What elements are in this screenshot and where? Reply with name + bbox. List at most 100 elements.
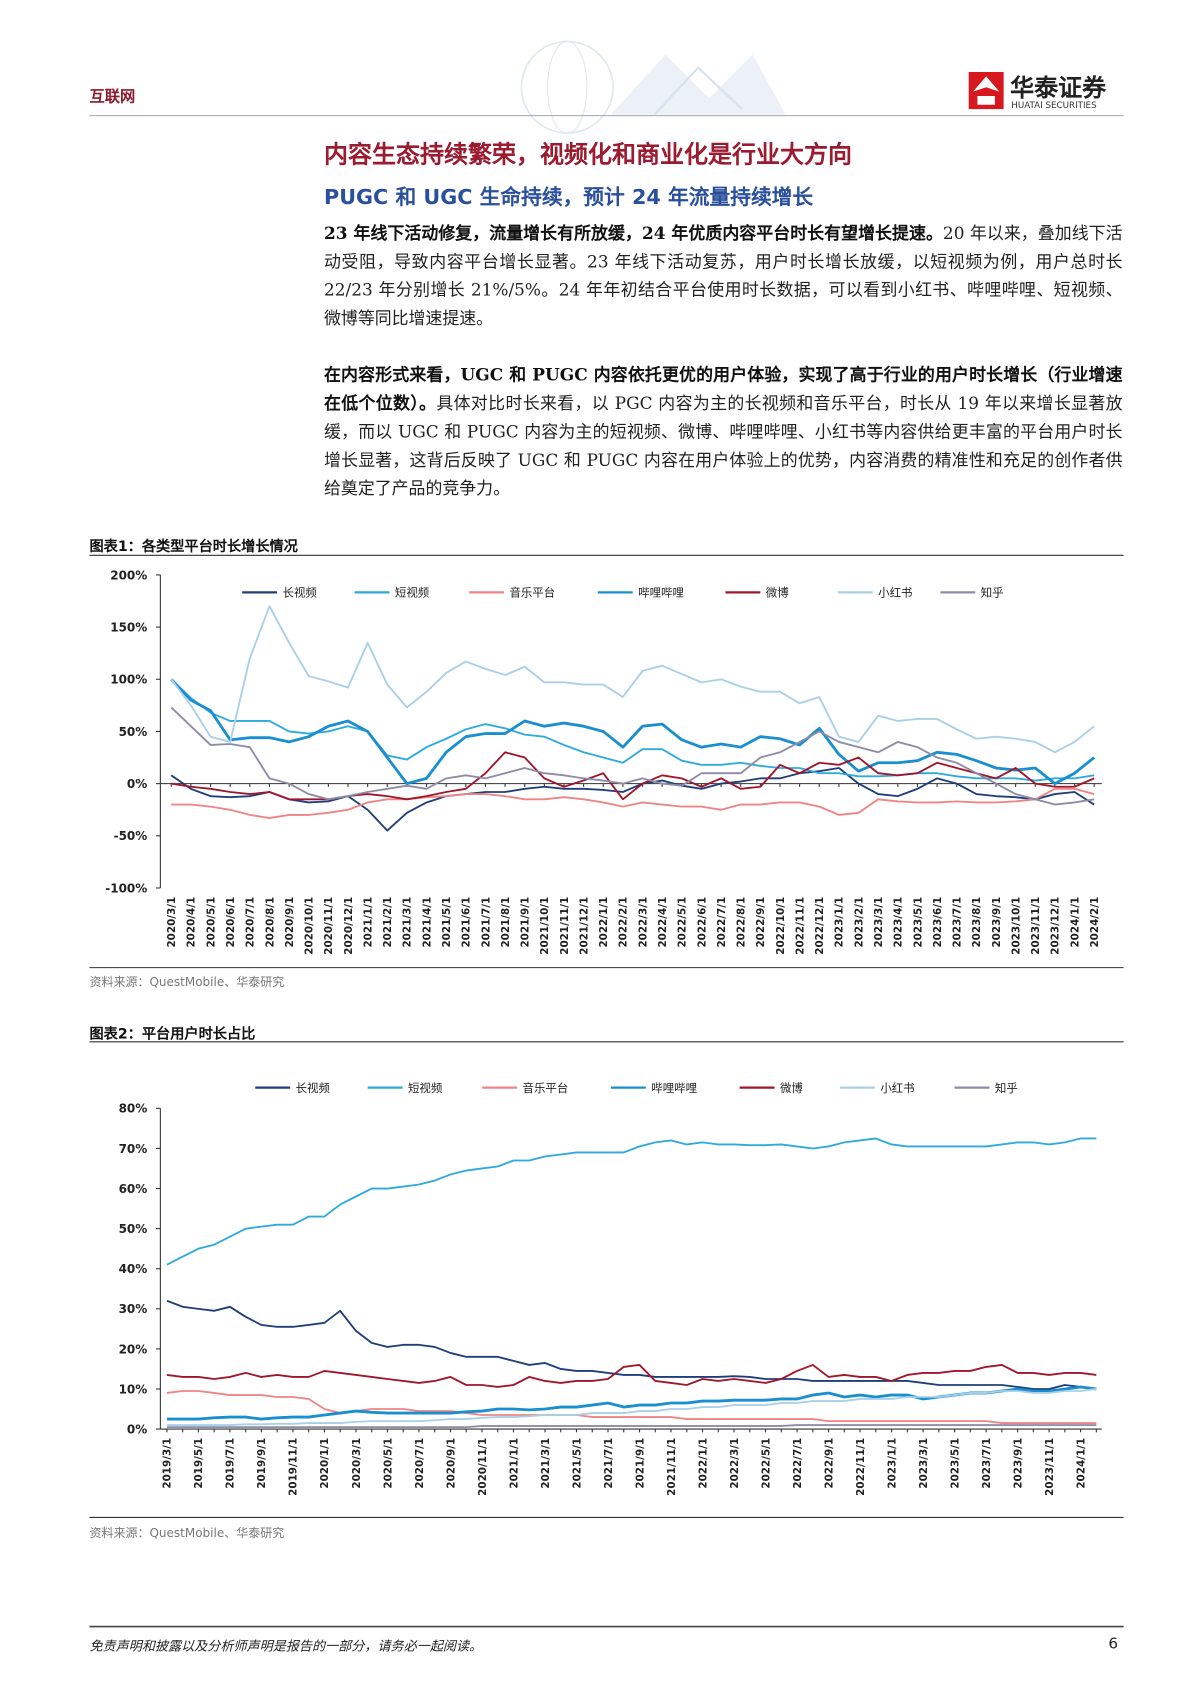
x-tick-label: 2021/1/1 (362, 897, 374, 948)
x-tick-label: 2021/5/1 (571, 1438, 583, 1489)
legend-label: 短视频 (395, 586, 430, 600)
series-line (166, 1424, 1097, 1429)
x-tick-label: 2022/5/1 (760, 1438, 772, 1489)
series-line (166, 1299, 1097, 1390)
series-line (166, 1385, 1097, 1421)
x-tick-label: 2021/10/1 (539, 897, 551, 955)
x-tick-label: 2021/9/1 (634, 1438, 646, 1489)
legend-label: 小红书 (878, 586, 912, 600)
legend-label: 长视频 (283, 586, 318, 600)
legend-label: 知乎 (995, 1081, 1018, 1095)
y-tick-label: 200% (110, 568, 147, 582)
x-tick-label: 2023/11/1 (1044, 1438, 1056, 1496)
y-tick-label: 60% (119, 1182, 148, 1196)
x-tick-label: 2022/8/1 (736, 897, 748, 948)
x-tick-label: 2023/12/1 (1050, 897, 1062, 955)
x-tick-label: 2022/6/1 (696, 897, 708, 948)
x-tick-label: 2022/7/1 (792, 1438, 804, 1489)
paragraph: 23 年线下活动修复，流量增长有所放缓，24 年优质内容平台时长有望增长提速。2… (324, 219, 1123, 332)
x-tick-label: 2020/11/1 (477, 1438, 489, 1496)
header-decoration (520, 40, 786, 134)
series-line (170, 706, 1095, 806)
x-tick-label: 2023/3/1 (873, 897, 885, 948)
x-tick-label: 2021/6/1 (461, 897, 473, 948)
series-line (166, 1388, 1097, 1426)
x-tick-label: 2021/12/1 (578, 897, 590, 955)
y-tick-label: 30% (119, 1302, 148, 1316)
x-tick-label: 2021/1/1 (508, 1438, 520, 1489)
x-tick-label: 2023/9/1 (1012, 1438, 1024, 1489)
chart-source: 资料来源：QuestMobile、华泰研究 (89, 1526, 285, 1541)
brand-name-en: HUATAI SECURITIES (1011, 100, 1097, 111)
x-tick-label: 2022/1/1 (697, 1438, 709, 1489)
legend-label: 小红书 (880, 1081, 914, 1095)
chart-source: 资料来源：QuestMobile、华泰研究 (89, 975, 285, 990)
x-tick-label: 2023/7/1 (981, 1438, 993, 1489)
disclaimer: 免责声明和披露以及分析师声明是报告的一部分，请务必一起阅读。 (89, 1638, 483, 1654)
x-tick-label: 2021/5/1 (441, 897, 453, 948)
y-tick-label: 50% (119, 1222, 148, 1236)
paragraph: 在内容形式来看，UGC 和 PUGC 内容依托更优的用户体验，实现了高于行业的用… (324, 361, 1123, 503)
x-tick-label: 2024/1/1 (1069, 897, 1081, 948)
x-tick-label: 2022/12/1 (814, 897, 826, 955)
x-tick-label: 2020/6/1 (225, 897, 237, 948)
x-tick-label: 2020/5/1 (205, 897, 217, 948)
x-tick-label: 2021/8/1 (500, 897, 512, 948)
brand-logo (968, 71, 1004, 110)
legend-label: 音乐平台 (509, 586, 555, 600)
subheadline: PUGC 和 UGC 生命持续，预计 24 年流量持续增长 (323, 185, 814, 210)
y-tick-label: 0% (127, 777, 147, 791)
x-tick-label: 2022/4/1 (657, 897, 669, 948)
x-tick-label: 2022/1/1 (598, 897, 610, 948)
paragraph-lead: 在内容形式来看，UGC 和 PUGC 内容依托更优的用户体验，实现了高于行业的用… (323, 364, 1123, 414)
x-tick-label: 2022/11/1 (794, 897, 806, 955)
series-line (166, 1137, 1097, 1266)
x-tick-label: 2020/5/1 (382, 1438, 394, 1489)
y-tick-label: 0% (127, 1422, 147, 1436)
x-tick-label: 2020/10/1 (304, 897, 316, 955)
legend-label: 哔哩哔哩 (651, 1081, 697, 1095)
x-tick-label: 2022/2/1 (618, 897, 630, 948)
x-tick-label: 2022/10/1 (775, 897, 787, 955)
x-tick-label: 2020/12/1 (343, 897, 355, 955)
y-tick-label: 70% (119, 1142, 148, 1156)
y-tick-label: 150% (110, 620, 147, 634)
x-tick-label: 2023/3/1 (918, 1438, 930, 1489)
section-label: 互联网 (89, 88, 136, 106)
x-tick-label: 2020/3/1 (351, 1438, 363, 1489)
y-tick-label: 20% (119, 1342, 148, 1356)
x-tick-label: 2021/4/1 (421, 897, 433, 948)
x-tick-label: 2022/11/1 (855, 1438, 867, 1496)
x-tick-label: 2023/1/1 (886, 1438, 898, 1489)
legend-label: 知乎 (981, 586, 1004, 600)
x-tick-label: 2022/9/1 (755, 897, 767, 948)
x-tick-label: 2023/9/1 (991, 897, 1003, 948)
paragraph-body: 具体对比时长来看，以 PGC 内容为主的长视频和音乐平台，时长从 19 年以来增… (323, 393, 1123, 499)
x-tick-label: 2019/9/1 (256, 1438, 268, 1489)
series-line (170, 605, 1095, 754)
x-tick-label: 2020/4/1 (186, 897, 198, 948)
x-tick-label: 2021/9/1 (520, 897, 532, 948)
x-tick-label: 2019/5/1 (193, 1438, 205, 1489)
x-tick-label: 2024/2/1 (1089, 897, 1101, 948)
brand-name: 华泰证券 (1010, 75, 1107, 103)
x-tick-label: 2020/3/1 (166, 897, 178, 948)
y-tick-label: -100% (105, 881, 147, 895)
x-tick-label: 2022/3/1 (729, 1438, 741, 1489)
x-tick-label: 2023/8/1 (971, 897, 983, 948)
x-tick-label: 2021/11/1 (559, 897, 571, 955)
page-number: 6 (1108, 1635, 1119, 1653)
x-tick-label: 2023/1/1 (834, 897, 846, 948)
x-tick-label: 2019/3/1 (162, 1438, 174, 1489)
legend-label: 微博 (780, 1081, 803, 1095)
x-tick-label: 2023/2/1 (853, 897, 865, 948)
series-line (166, 1390, 1097, 1425)
series-line (170, 767, 1095, 832)
x-tick-label: 2023/10/1 (1010, 897, 1022, 955)
x-tick-label: 2021/3/1 (540, 1438, 552, 1489)
x-tick-label: 2020/7/1 (414, 1438, 426, 1489)
legend-label: 微博 (766, 586, 789, 600)
series-line (171, 787, 1095, 819)
